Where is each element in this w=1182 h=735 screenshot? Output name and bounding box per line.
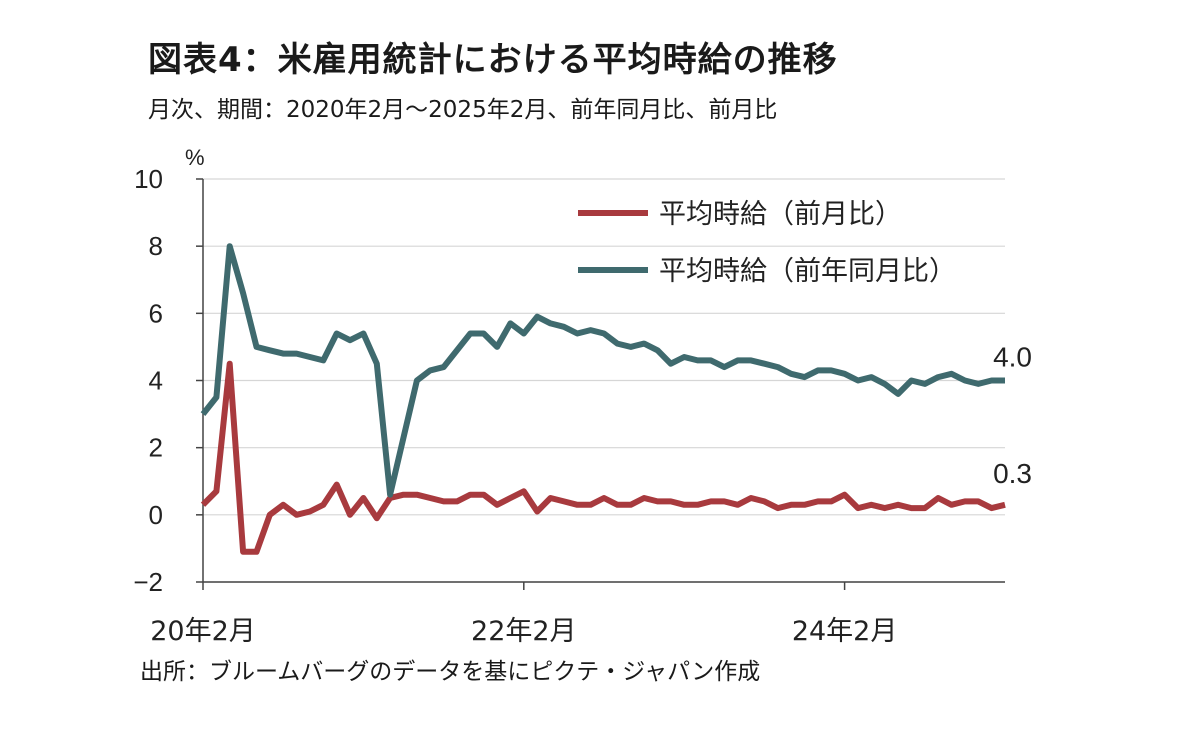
chart-title: 図表4：米雇用統計における平均時給の推移 (148, 40, 838, 80)
x-tick-label: 22年2月 (471, 616, 577, 647)
y-tick-label: 0 (149, 500, 163, 530)
series-line-yoy (200, 243, 1005, 498)
end-value-label-yoy: 4.0 (993, 342, 1032, 373)
legend-label-yoy: 平均時給（前年同月比） (659, 256, 956, 287)
y-tick-label: 4 (149, 366, 163, 396)
x-tick-label: 20年2月 (150, 616, 256, 647)
y-tick-label: 2 (149, 433, 163, 463)
y-unit-label: % (185, 145, 205, 170)
end-value-label-mom: 0.3 (993, 458, 1032, 489)
chart-subtitle: 月次、期間：2020年2月～2025年2月、前年同月比、前月比 (148, 97, 778, 123)
series-line-mom (200, 360, 1006, 555)
y-tick-label: 8 (149, 231, 163, 261)
legend-label-mom: 平均時給（前月比） (659, 199, 902, 230)
source-note: 出所：ブルームバーグのデータを基にピクテ・ジャパン作成 (140, 659, 761, 685)
y-tick-label: −2 (133, 567, 163, 597)
y-tick-label: 10 (134, 164, 163, 194)
x-tick-label: 24年2月 (792, 616, 898, 647)
y-tick-label: 6 (149, 298, 163, 328)
